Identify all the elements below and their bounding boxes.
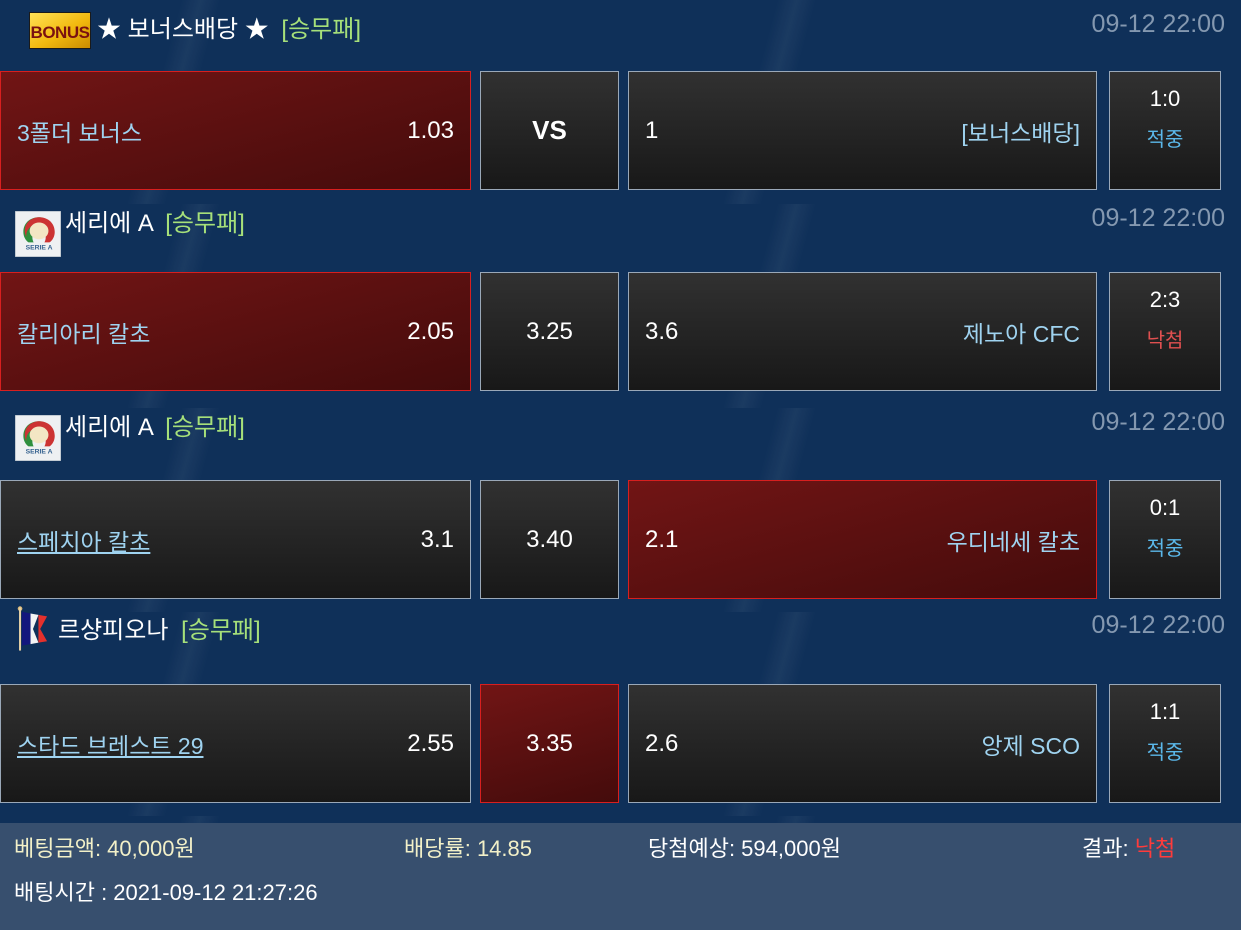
svg-text:SERIE A: SERIE A — [26, 449, 53, 456]
svg-text:SERIE A: SERIE A — [26, 245, 53, 252]
svg-text:BONUS: BONUS — [31, 23, 90, 42]
